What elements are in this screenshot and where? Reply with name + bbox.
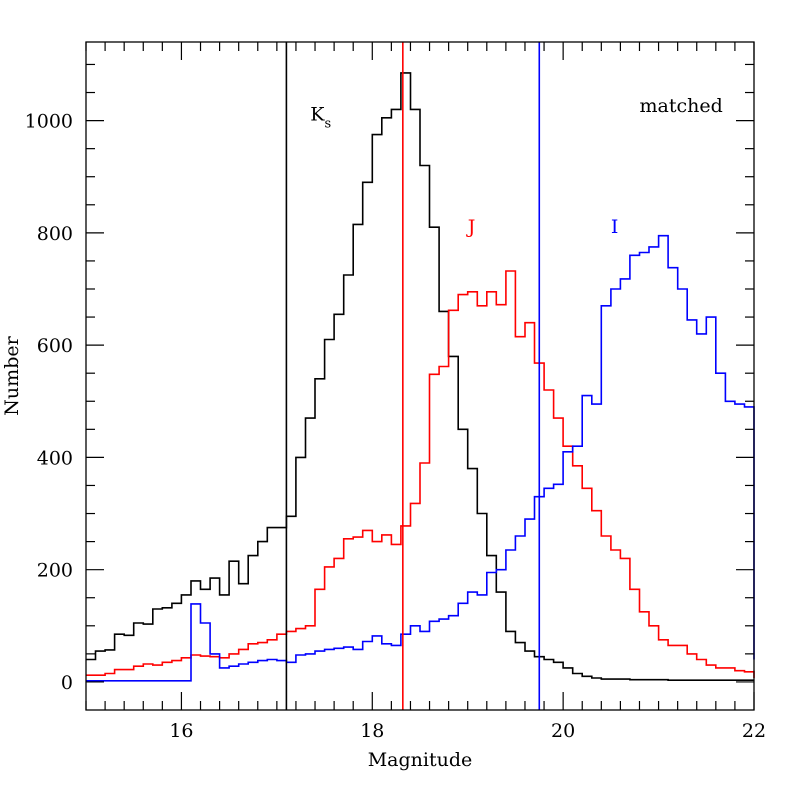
x-tick-label: 20	[551, 720, 575, 742]
x-tick-label: 18	[360, 720, 384, 742]
tick-labels: 16 18 20 22 0 200 400 600 800 1000	[25, 111, 766, 742]
y-tick-label: 200	[37, 560, 73, 582]
series-2-step-line	[86, 234, 755, 682]
x-tick-label: 22	[742, 720, 766, 742]
annotation-0: Ks	[310, 104, 331, 132]
y-tick-label: 600	[37, 335, 73, 357]
annotation-3: matched	[639, 95, 722, 117]
plot-frame	[85, 41, 755, 711]
x-axis-title: Magnitude	[368, 749, 473, 771]
series-1-step-line	[86, 270, 755, 678]
series-0-step-line	[86, 72, 754, 681]
y-tick-label: 0	[61, 672, 73, 694]
series-layer	[86, 72, 755, 682]
y-tick-label: 800	[37, 223, 73, 245]
annotation-2: I	[611, 216, 619, 238]
y-axis-title: Number	[1, 335, 23, 415]
reference-lines	[285, 42, 541, 710]
axis-ticks	[85, 42, 755, 710]
y-tick-label: 400	[37, 447, 73, 469]
annotation-1: J	[466, 216, 476, 238]
x-tick-label: 16	[169, 720, 193, 742]
y-tick-label: 1000	[25, 111, 73, 133]
